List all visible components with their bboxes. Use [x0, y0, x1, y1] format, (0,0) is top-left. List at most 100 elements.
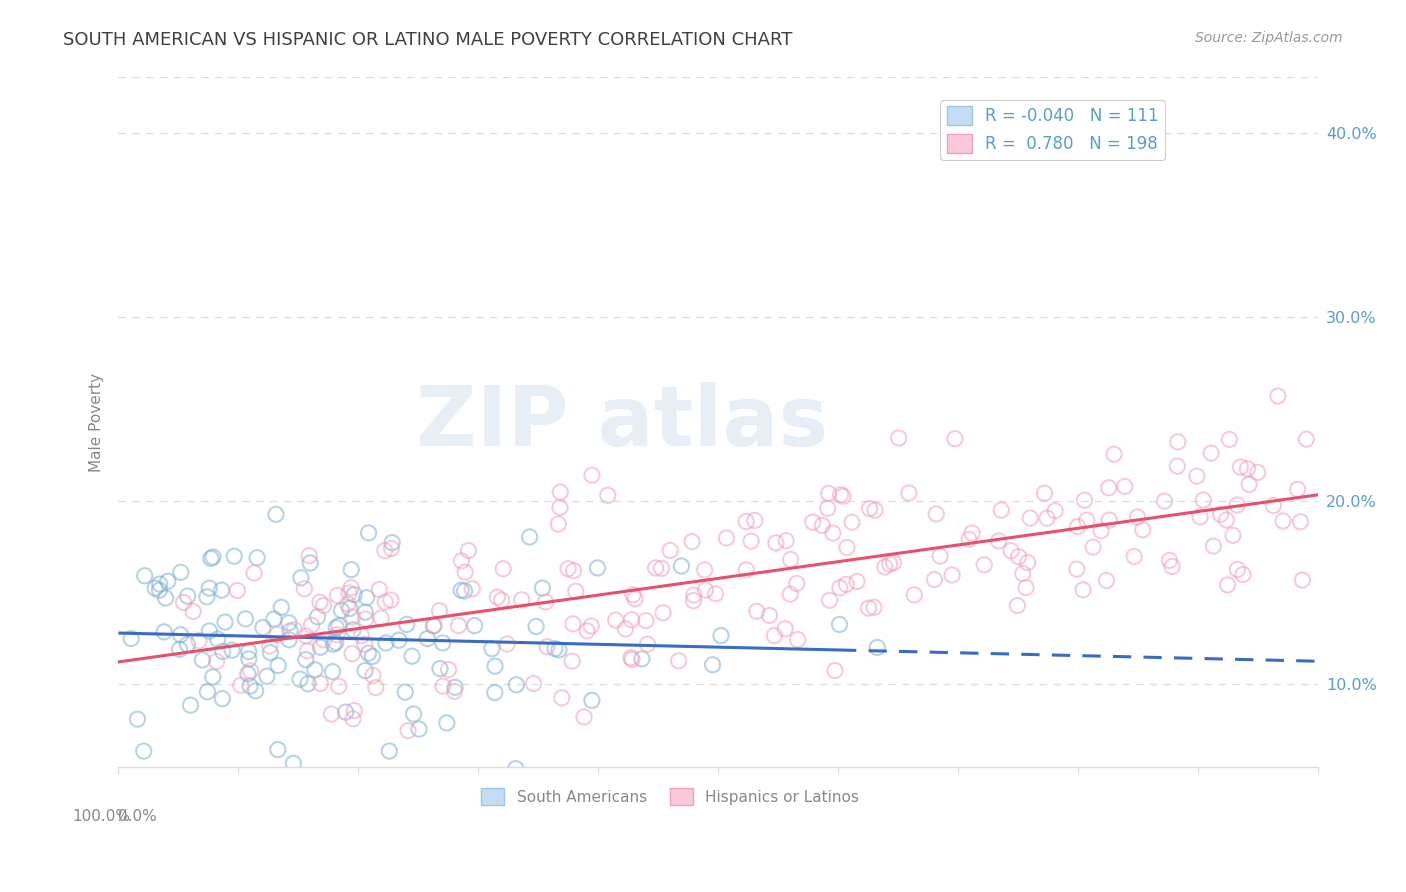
Point: [1015, 581, 1038, 595]
Point: [263, 612, 285, 626]
Point: [1286, 483, 1309, 497]
Point: [200, 551, 222, 566]
Point: [149, 577, 172, 591]
Point: [325, 635, 347, 649]
Point: [1000, 543, 1022, 558]
Point: [1199, 446, 1222, 460]
Point: [312, 632, 335, 647]
Point: [621, 588, 644, 602]
Y-axis label: Male Poverty: Male Poverty: [90, 373, 104, 472]
Point: [221, 643, 243, 657]
Point: [343, 588, 366, 602]
Point: [307, 609, 329, 624]
Point: [127, 712, 149, 726]
Point: [562, 564, 585, 578]
Point: [1095, 574, 1118, 588]
Point: [620, 652, 643, 666]
Point: [1289, 515, 1312, 529]
Point: [1215, 513, 1237, 527]
Point: [596, 488, 619, 502]
Point: [496, 637, 519, 651]
Point: [1102, 447, 1125, 461]
Point: [340, 647, 363, 661]
Point: [402, 706, 425, 721]
Point: [745, 604, 768, 618]
Point: [239, 664, 262, 678]
Point: [1226, 498, 1249, 512]
Point: [818, 593, 841, 607]
Point: [443, 684, 465, 698]
Point: [155, 591, 177, 605]
Point: [1192, 492, 1215, 507]
Point: [990, 503, 1012, 517]
Point: [1132, 523, 1154, 537]
Point: [432, 636, 454, 650]
Point: [879, 557, 901, 571]
Point: [181, 605, 204, 619]
Point: [1159, 553, 1181, 567]
Point: [454, 565, 477, 579]
Point: [637, 637, 659, 651]
Point: [290, 571, 312, 585]
Point: [841, 515, 863, 529]
Point: [1216, 578, 1239, 592]
Point: [859, 501, 882, 516]
Point: [572, 710, 595, 724]
Point: [187, 633, 209, 648]
Point: [292, 582, 315, 596]
Point: [226, 583, 249, 598]
Point: [565, 584, 588, 599]
Point: [1066, 519, 1088, 533]
Point: [704, 587, 727, 601]
Point: [486, 590, 509, 604]
Point: [693, 563, 716, 577]
Point: [1123, 549, 1146, 564]
Point: [943, 432, 966, 446]
Point: [364, 681, 387, 695]
Point: [773, 622, 796, 636]
Point: [374, 636, 396, 650]
Point: [1267, 389, 1289, 403]
Point: [326, 588, 349, 602]
Point: [395, 617, 418, 632]
Point: [342, 623, 364, 637]
Point: [353, 637, 375, 651]
Point: [548, 500, 571, 515]
Point: [354, 605, 377, 619]
Point: [1271, 514, 1294, 528]
Point: [357, 525, 380, 540]
Point: [987, 533, 1010, 548]
Point: [238, 652, 260, 666]
Point: [416, 632, 439, 646]
Point: [887, 431, 910, 445]
Point: [1090, 524, 1112, 538]
Point: [863, 600, 886, 615]
Point: [321, 707, 343, 722]
Point: [304, 663, 326, 677]
Point: [453, 584, 475, 599]
Point: [534, 595, 557, 609]
Point: [380, 541, 402, 556]
Point: [830, 488, 852, 502]
Point: [340, 563, 363, 577]
Point: [548, 485, 571, 500]
Point: [295, 629, 318, 643]
Point: [557, 562, 579, 576]
Point: [246, 550, 269, 565]
Point: [205, 655, 228, 669]
Point: [484, 685, 506, 699]
Point: [394, 685, 416, 699]
Point: [1017, 556, 1039, 570]
Point: [432, 679, 454, 693]
Point: [198, 581, 221, 595]
Point: [211, 644, 233, 658]
Point: [259, 646, 281, 660]
Point: [1011, 566, 1033, 581]
Point: [763, 629, 786, 643]
Point: [191, 653, 214, 667]
Point: [350, 629, 373, 643]
Point: [354, 664, 377, 678]
Point: [396, 723, 419, 738]
Point: [283, 623, 305, 637]
Point: [586, 561, 609, 575]
